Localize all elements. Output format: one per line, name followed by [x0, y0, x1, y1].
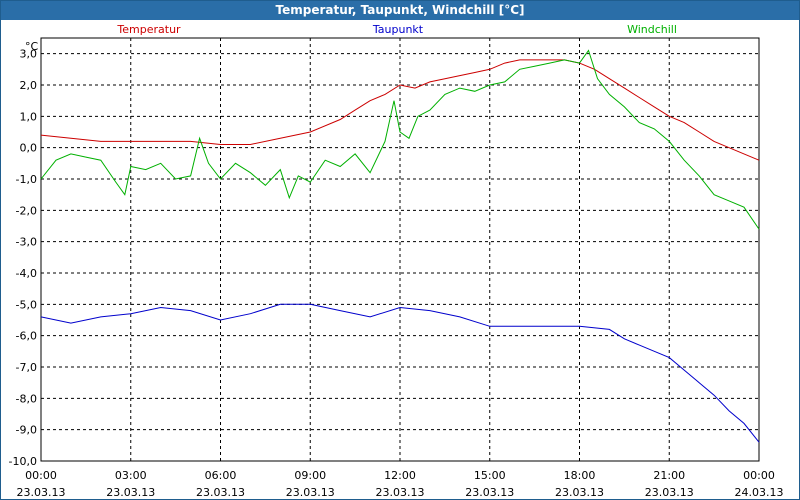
y-tick-label: -7,0: [16, 361, 37, 374]
x-tick-date-label: 23.03.13: [17, 486, 66, 499]
y-tick-label: 3,0: [20, 48, 38, 61]
x-tick-date-label: 23.03.13: [286, 486, 335, 499]
y-tick-label: 2,0: [20, 79, 38, 92]
y-tick-label: -1,0: [16, 173, 37, 186]
x-tick-time-label: 00:00: [25, 469, 57, 482]
window-title: Temperatur, Taupunkt, Windchill [°C]: [1, 1, 799, 20]
y-axis-unit-label: °C: [25, 40, 39, 53]
plot-frame: [40, 37, 760, 462]
x-tick-time-label: 12:00: [384, 469, 416, 482]
series-lines: [40, 49, 760, 443]
x-tick-time-label: 18:00: [564, 469, 596, 482]
legend: Temperatur Taupunkt Windchill: [116, 23, 677, 36]
y-tick-label: 0,0: [20, 142, 38, 155]
y-tick-label: -6,0: [16, 330, 37, 343]
legend-entry-windchill: Windchill: [627, 23, 677, 36]
y-tick-label: 1,0: [20, 110, 38, 123]
x-tick-time-label: 09:00: [294, 469, 326, 482]
x-tick-date-label: 23.03.13: [555, 486, 604, 499]
legend-entry-taupunkt: Taupunkt: [372, 23, 424, 36]
x-tick-date-label: 23.03.13: [376, 486, 425, 499]
y-tick-label: -4,0: [16, 267, 37, 280]
axes: 3,0 2,0 1,0 0,0 -1,0 -2,0 -3,0 -4,0 -5,0 -6,0 -7,0…: [9, 37, 784, 499]
legend-entry-temperatur: Temperatur: [116, 23, 181, 36]
x-tick-time-label: 00:00: [743, 469, 775, 482]
y-tick-label: -3,0: [16, 236, 37, 249]
y-tick-label: -9,0: [16, 424, 37, 437]
line-chart: 3,0 2,0 1,0 0,0 -1,0 -2,0 -3,0 -4,0 -5,0 -6,0 -7,0…: [9, 23, 784, 499]
series-line-taupunkt: [40, 303, 760, 443]
series-line-windchill: [40, 49, 760, 230]
series-line-temperatur: [40, 59, 760, 161]
x-tick-date-label: 23.03.13: [645, 486, 694, 499]
y-tick-label: -10,0: [9, 455, 37, 468]
x-tick-time-label: 15:00: [474, 469, 506, 482]
x-tick-date-label: 23.03.13: [465, 486, 514, 499]
y-tick-label: -5,0: [16, 298, 37, 311]
x-tick-time-label: 06:00: [205, 469, 237, 482]
y-tick-label: -8,0: [16, 392, 37, 405]
x-tick-date-label: 24.03.13: [735, 486, 784, 499]
x-tick-time-label: 21:00: [653, 469, 685, 482]
grid: [41, 38, 759, 461]
x-tick-date-label: 23.03.13: [196, 486, 245, 499]
x-tick-date-label: 23.03.13: [106, 486, 155, 499]
y-tick-label: -2,0: [16, 204, 37, 217]
x-tick-time-label: 03:00: [115, 469, 147, 482]
